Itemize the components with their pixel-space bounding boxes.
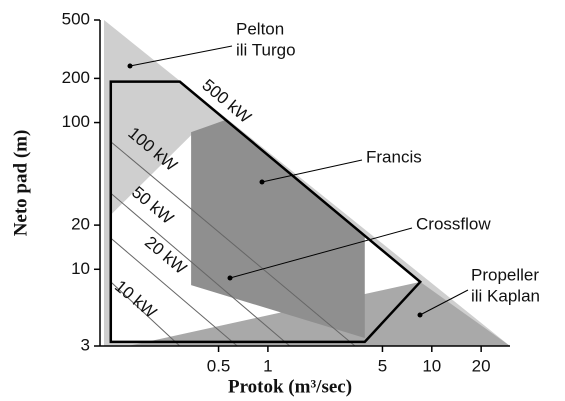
- y-tick-label: 10: [71, 259, 90, 278]
- x-tick-label: 1: [263, 356, 272, 375]
- x-tick-label: 10: [422, 356, 441, 375]
- region-label: Propeller: [471, 265, 539, 284]
- leader-line: [261, 159, 363, 183]
- region-label: Pelton: [236, 19, 284, 38]
- leader-line: [129, 45, 233, 67]
- power-line: [110, 281, 181, 347]
- y-tick-label: 20: [71, 215, 90, 234]
- outline: [109, 80, 423, 344]
- y-tick-label: 500: [62, 9, 90, 28]
- y-tick-label: 3: [81, 335, 90, 354]
- leader-dot: [259, 179, 265, 185]
- x-axis-label: Protok (m³/sec): [228, 376, 352, 397]
- leader-dot: [127, 63, 133, 69]
- region-label: Crossflow: [416, 214, 491, 233]
- x-tick-label: 0.5: [207, 356, 231, 375]
- leader-line: [419, 289, 469, 316]
- leader-line: [229, 227, 413, 279]
- leader-dot: [227, 275, 233, 281]
- region: [191, 120, 365, 339]
- leader-dot: [417, 312, 423, 318]
- x-tick-label: 5: [378, 356, 387, 375]
- region-label: Francis: [366, 147, 422, 166]
- power-line: [110, 192, 291, 347]
- y-tick-label: 100: [62, 112, 90, 131]
- power-line: [110, 141, 356, 347]
- y-axis-label: Neto pad (m): [10, 130, 31, 237]
- region-label: ili Kaplan: [471, 286, 540, 305]
- y-tick-label: 200: [62, 68, 90, 87]
- power-line: [110, 237, 238, 347]
- region-label: ili Turgo: [236, 40, 296, 59]
- x-tick-label: 20: [472, 356, 491, 375]
